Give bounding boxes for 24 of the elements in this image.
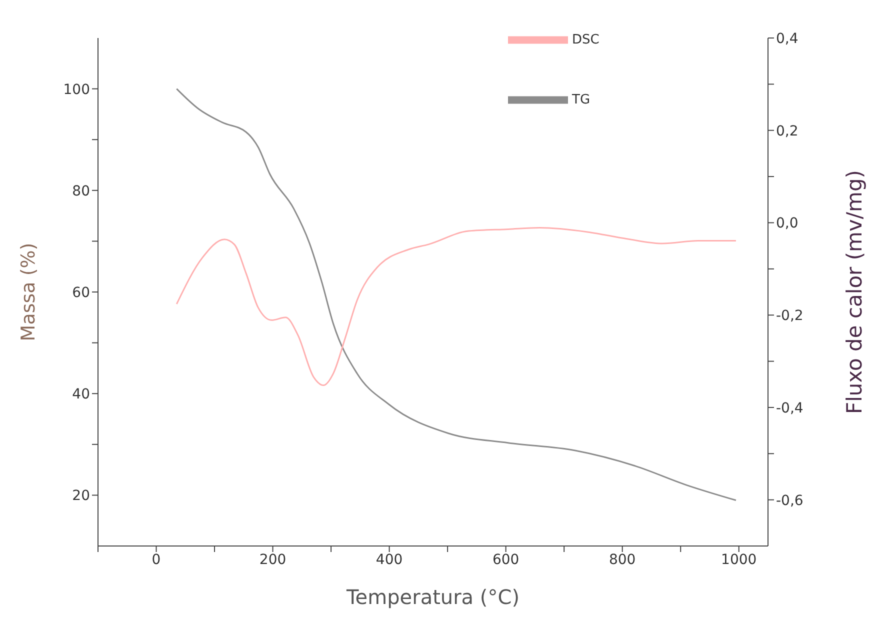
y-axis-title: Massa (%): [18, 242, 40, 342]
x-tick-label: 0: [152, 552, 161, 568]
x-tick-label: 1000: [721, 552, 757, 568]
y2-tick-label: -0,4: [776, 400, 804, 416]
y2-axis-title: Fluxo de calor (mv/mg): [842, 170, 866, 414]
x-tick-label: 600: [492, 552, 520, 568]
y2-tick-label: 0,4: [776, 30, 798, 47]
line-series: [176, 227, 737, 386]
x-tick-label: 400: [376, 552, 403, 568]
line-series: [176, 88, 737, 502]
x-axis-title: Temperatura (°C): [345, 585, 520, 609]
legend-label: DSC: [572, 32, 600, 48]
y2-tick-label: -0,2: [776, 308, 804, 324]
x-tick-label: 800: [608, 552, 636, 568]
legend-label: TG: [572, 92, 590, 108]
y-tick-label: 100: [63, 82, 90, 98]
y2-tick-label: -0,6: [776, 492, 804, 509]
y-tick-label: 40: [72, 386, 90, 403]
y-tick-label: 20: [72, 488, 90, 504]
y2-tick-label: 0,2: [776, 123, 798, 140]
y-tick-label: 60: [72, 284, 90, 301]
y2-tick-label: 0,0: [776, 216, 798, 232]
x-tick-label: 200: [259, 552, 286, 568]
y-tick-label: 80: [72, 183, 90, 200]
